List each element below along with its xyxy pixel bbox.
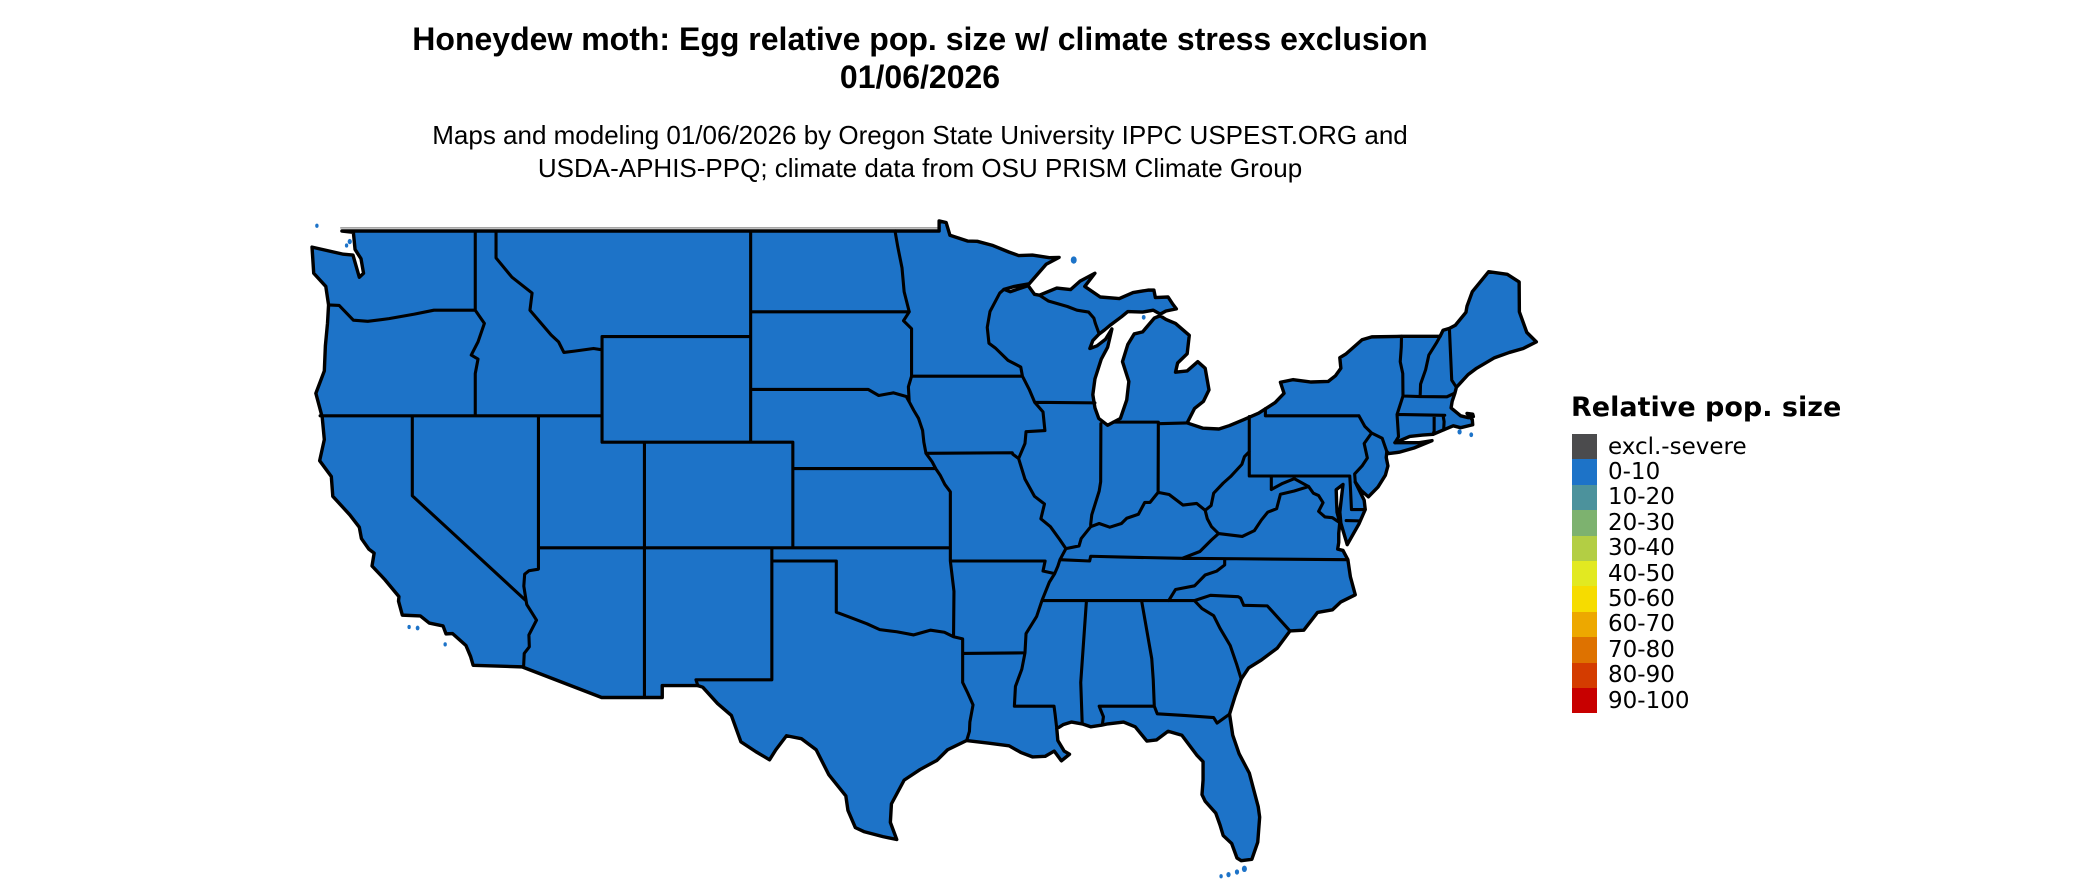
- legend-swatch: [1572, 484, 1597, 511]
- legend-item: 30-40: [1572, 535, 1841, 562]
- legend-swatch: [1572, 459, 1597, 485]
- legend-item: 20-30: [1572, 509, 1841, 536]
- legend-item-label: 60-70: [1608, 611, 1675, 638]
- legend-item-label: excl.-severe: [1608, 433, 1747, 460]
- legend-swatch: [1572, 535, 1597, 561]
- legend: Relative pop. size excl.-severe 0-10 10-…: [1571, 392, 1842, 714]
- conus-outline: [312, 221, 1536, 861]
- legend-swatch: [1572, 687, 1597, 714]
- map-title-line1: Honeydew moth: Egg relative pop. size w/…: [412, 21, 1428, 57]
- legend-item-label: 80-90: [1608, 662, 1675, 689]
- legend-swatch: [1572, 662, 1597, 688]
- legend-item: excl.-severe: [1572, 433, 1841, 460]
- legend-item-label: 10-20: [1608, 484, 1675, 511]
- state-borders: [320, 231, 1456, 741]
- legend-item-label: 40-50: [1608, 560, 1675, 587]
- map-title-date: 01/06/2026: [839, 59, 1001, 95]
- map-subtitle: Maps and modeling 01/06/2026 by Oregon S…: [0, 119, 1840, 185]
- map-title: Honeydew moth: Egg relative pop. size w/…: [0, 20, 1840, 96]
- legend-swatch: [1572, 586, 1597, 612]
- legend-swatch: [1572, 611, 1597, 638]
- legend-item-label: 90-100: [1608, 687, 1690, 714]
- legend-swatch: [1572, 510, 1597, 536]
- map-subtitle-line2: USDA-APHIS-PPQ; climate data from OSU PR…: [537, 153, 1303, 183]
- legend-swatch: [1572, 637, 1597, 663]
- legend-item: 80-90: [1572, 662, 1841, 689]
- legend-rows: excl.-severe 0-10 10-20 20-30 30-40: [1572, 433, 1841, 714]
- legend-item: 50-60: [1572, 586, 1841, 613]
- legend-item: 40-50: [1572, 560, 1841, 587]
- legend-item: 0-10: [1572, 459, 1841, 486]
- legend-item-label: 50-60: [1608, 586, 1675, 613]
- island-dots: [315, 223, 1474, 879]
- legend-swatch: [1572, 434, 1597, 460]
- legend-item: 10-20: [1572, 484, 1841, 511]
- legend-item-label: 20-30: [1608, 509, 1675, 536]
- legend-swatch: [1572, 560, 1597, 587]
- legend-item-label: 30-40: [1608, 535, 1675, 562]
- legend-item-label: 70-80: [1608, 636, 1675, 663]
- legend-item: 60-70: [1572, 611, 1841, 638]
- conus-land: [312, 221, 1536, 878]
- map-subtitle-line1: Maps and modeling 01/06/2026 by Oregon S…: [432, 120, 1408, 150]
- legend-item: 90-100: [1572, 687, 1841, 714]
- legend-item-label: 0-10: [1608, 459, 1661, 486]
- legend-title: Relative pop. size: [1571, 392, 1842, 423]
- legend-item: 70-80: [1572, 636, 1841, 663]
